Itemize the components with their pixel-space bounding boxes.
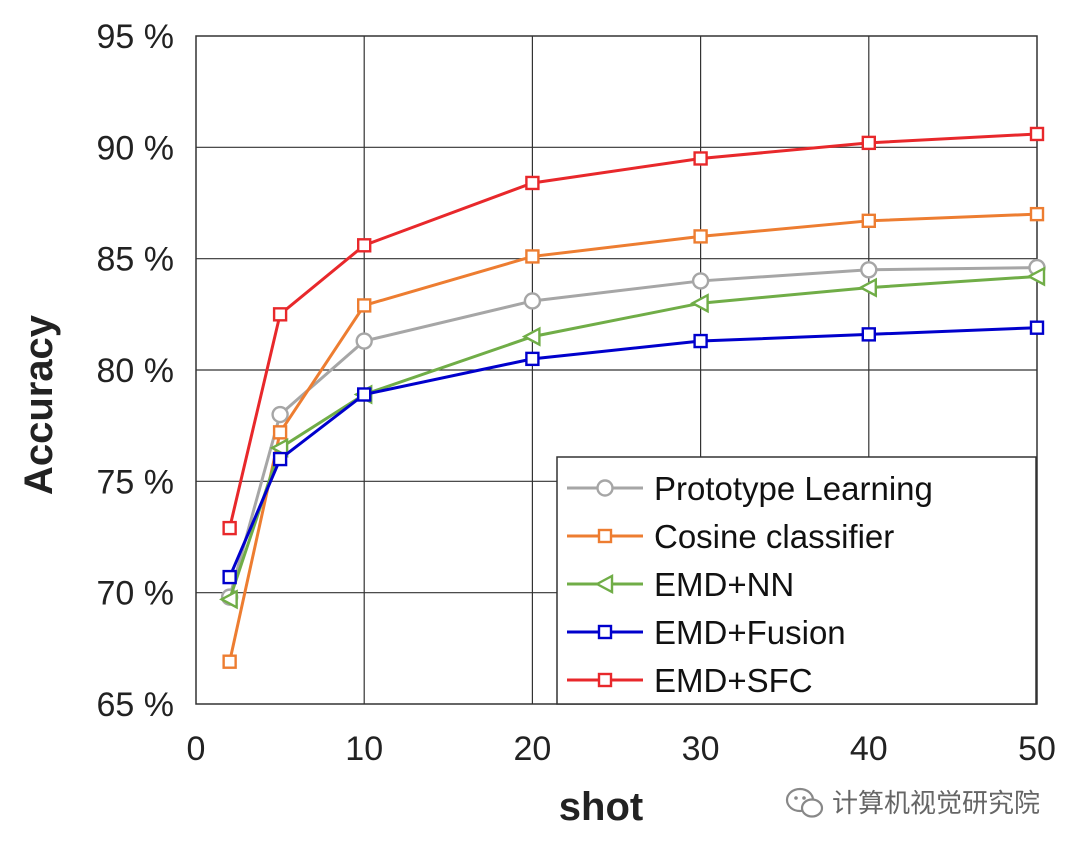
legend-marker <box>597 528 613 544</box>
data-point <box>272 425 288 440</box>
legend-item: EMD+Fusion <box>567 614 846 651</box>
legend-marker <box>596 479 614 497</box>
wechat-icon <box>785 787 824 818</box>
legend-item: EMD+NN <box>567 566 794 603</box>
data-point <box>521 326 541 347</box>
legend-marker <box>597 672 613 688</box>
data-point <box>222 654 237 669</box>
data-point <box>355 332 373 350</box>
data-point <box>1026 266 1046 287</box>
y-tick-label: 70 % <box>97 575 175 613</box>
y-tick-label: 85 % <box>97 241 175 279</box>
legend-item: Prototype Learning <box>567 470 933 507</box>
x-tick-label: 50 <box>1018 730 1056 768</box>
data-point <box>1029 206 1045 222</box>
legend-label: EMD+SFC <box>654 662 813 699</box>
series-emd-sfc <box>222 126 1045 536</box>
data-point <box>690 293 709 314</box>
data-point <box>525 249 540 264</box>
data-point <box>357 387 372 402</box>
data-point <box>357 238 372 253</box>
data-point <box>861 327 876 342</box>
legend-marker <box>594 574 614 594</box>
data-point <box>219 589 238 610</box>
data-point <box>858 277 877 298</box>
watermark: 计算机视觉研究院 <box>785 787 1040 819</box>
x-tick-label: 0 <box>187 730 206 768</box>
legend-label: Prototype Learning <box>654 470 933 507</box>
data-point <box>693 333 708 349</box>
data-point <box>272 451 288 467</box>
legend-label: Cosine classifier <box>654 518 894 555</box>
x-axis-title: shot <box>559 785 643 829</box>
legend: Prototype Learning Cosine classifier EMD+N… <box>556 456 1037 705</box>
data-point <box>357 298 372 313</box>
y-tick-label: 95 % <box>97 18 175 56</box>
x-tick-label: 40 <box>850 730 888 768</box>
y-tick-label: 65 % <box>97 686 175 724</box>
series-cosine-classifier <box>222 206 1045 669</box>
series-emd-fusion <box>222 320 1045 585</box>
legend-box <box>556 456 1037 705</box>
legend-label: EMD+Fusion <box>654 614 846 651</box>
data-point <box>222 520 237 536</box>
axis-layer: 0 10 20 30 40 50 65 % 70 % 75 % 80 % 85 % 90 % 95 % <box>97 18 1056 768</box>
series-layer <box>219 126 1046 669</box>
x-tick-label: 20 <box>513 730 551 768</box>
y-tick-label: 90 % <box>97 129 175 167</box>
data-point <box>693 229 708 244</box>
data-point <box>1029 126 1045 142</box>
data-point <box>272 307 288 322</box>
data-point <box>691 272 710 290</box>
data-point <box>861 213 876 229</box>
legend-label: EMD+NN <box>654 566 794 603</box>
data-point <box>525 351 540 367</box>
legend-item: EMD+SFC <box>567 662 813 699</box>
data-point <box>523 292 542 310</box>
x-tick-label: 10 <box>345 730 383 768</box>
y-tick-label: 80 % <box>97 352 175 390</box>
data-point <box>861 135 876 151</box>
data-point <box>271 405 289 424</box>
data-point <box>1029 320 1045 335</box>
watermark-text: 计算机视觉研究院 <box>832 789 1040 819</box>
x-tick-label: 30 <box>682 730 720 768</box>
y-axis-title: Accuracy <box>17 314 61 495</box>
legend-item: Cosine classifier <box>567 518 894 555</box>
legend-marker <box>597 624 613 640</box>
y-tick-label: 75 % <box>97 463 175 501</box>
data-point <box>693 151 708 166</box>
data-point <box>222 569 237 585</box>
data-point <box>525 175 540 191</box>
data-point <box>860 261 878 279</box>
